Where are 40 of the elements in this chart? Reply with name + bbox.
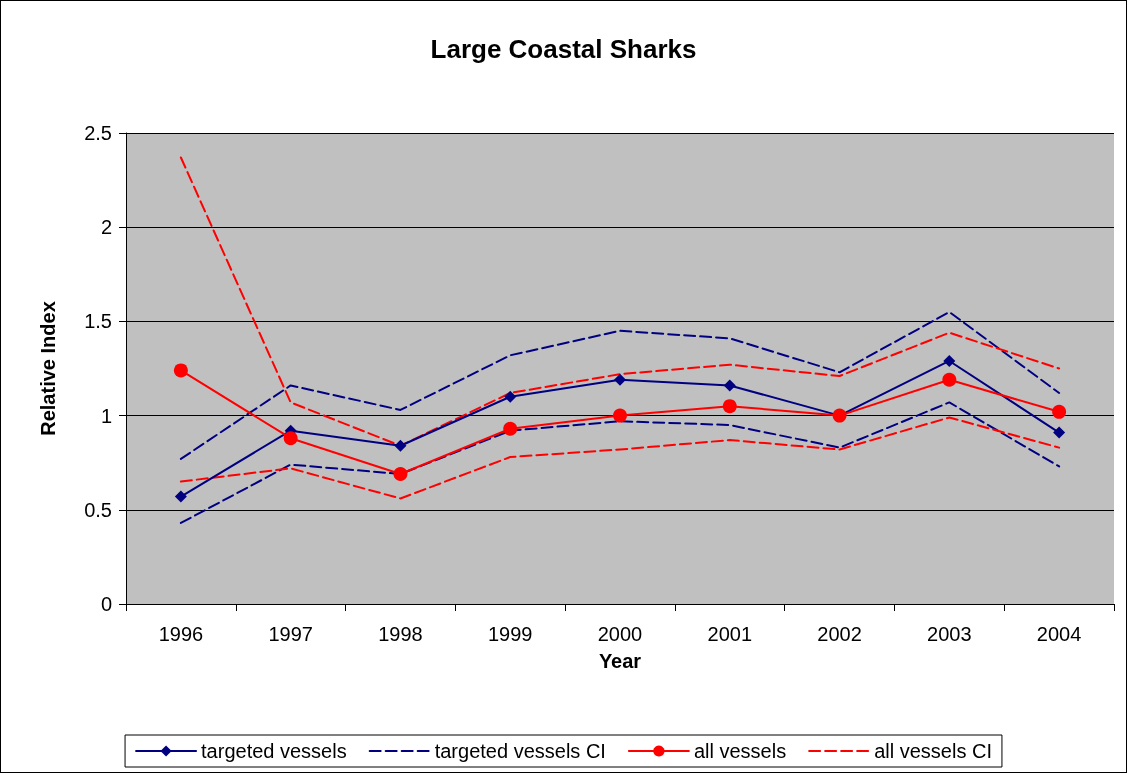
- point: [1053, 426, 1066, 439]
- x-tick-label: 2003: [927, 623, 972, 645]
- x-axis-title: Year: [598, 650, 642, 672]
- point: [174, 490, 187, 503]
- y-tick-label: 2: [100, 216, 112, 239]
- y-tick-label: 1.5: [84, 310, 112, 333]
- point: [1052, 404, 1067, 419]
- point: [613, 408, 627, 423]
- point: [394, 439, 407, 452]
- point: [942, 372, 957, 387]
- y-tick-label: 0.5: [84, 498, 112, 521]
- x-tick-label: 2000: [597, 623, 643, 645]
- line-series: [179, 401, 1061, 524]
- y-tick-label: 1: [100, 404, 112, 427]
- point: [723, 379, 736, 392]
- chart-title: Large Coastal Sharks: [430, 34, 697, 64]
- legend-label: targeted vessels: [201, 740, 347, 762]
- x-tick-label: 2001: [707, 623, 753, 645]
- legend-label: targeted vessels CI: [434, 740, 606, 762]
- x-tick-label: 1996: [158, 623, 204, 645]
- y-tick-label: 2.5: [84, 122, 112, 144]
- x-tick-label: 2004: [1036, 623, 1082, 645]
- point: [503, 421, 518, 436]
- y-tick-label: 0: [100, 593, 112, 615]
- x-tick-label: 1997: [268, 623, 313, 645]
- legend-label: all vessels: [693, 740, 787, 762]
- line-series: [179, 416, 1061, 500]
- point: [393, 467, 408, 481]
- x-tick-label: 2002: [817, 623, 862, 645]
- point: [504, 390, 517, 403]
- x-tick-label: 1998: [378, 623, 423, 645]
- legend-label: all vessels CI: [874, 740, 992, 762]
- point: [943, 354, 956, 367]
- point: [614, 373, 626, 386]
- point: [173, 363, 188, 378]
- line-series: [179, 310, 1061, 460]
- point: [283, 431, 298, 446]
- x-tick-label: 1999: [487, 623, 533, 645]
- y-axis-title: Relative Index: [37, 301, 59, 436]
- point: [722, 399, 737, 414]
